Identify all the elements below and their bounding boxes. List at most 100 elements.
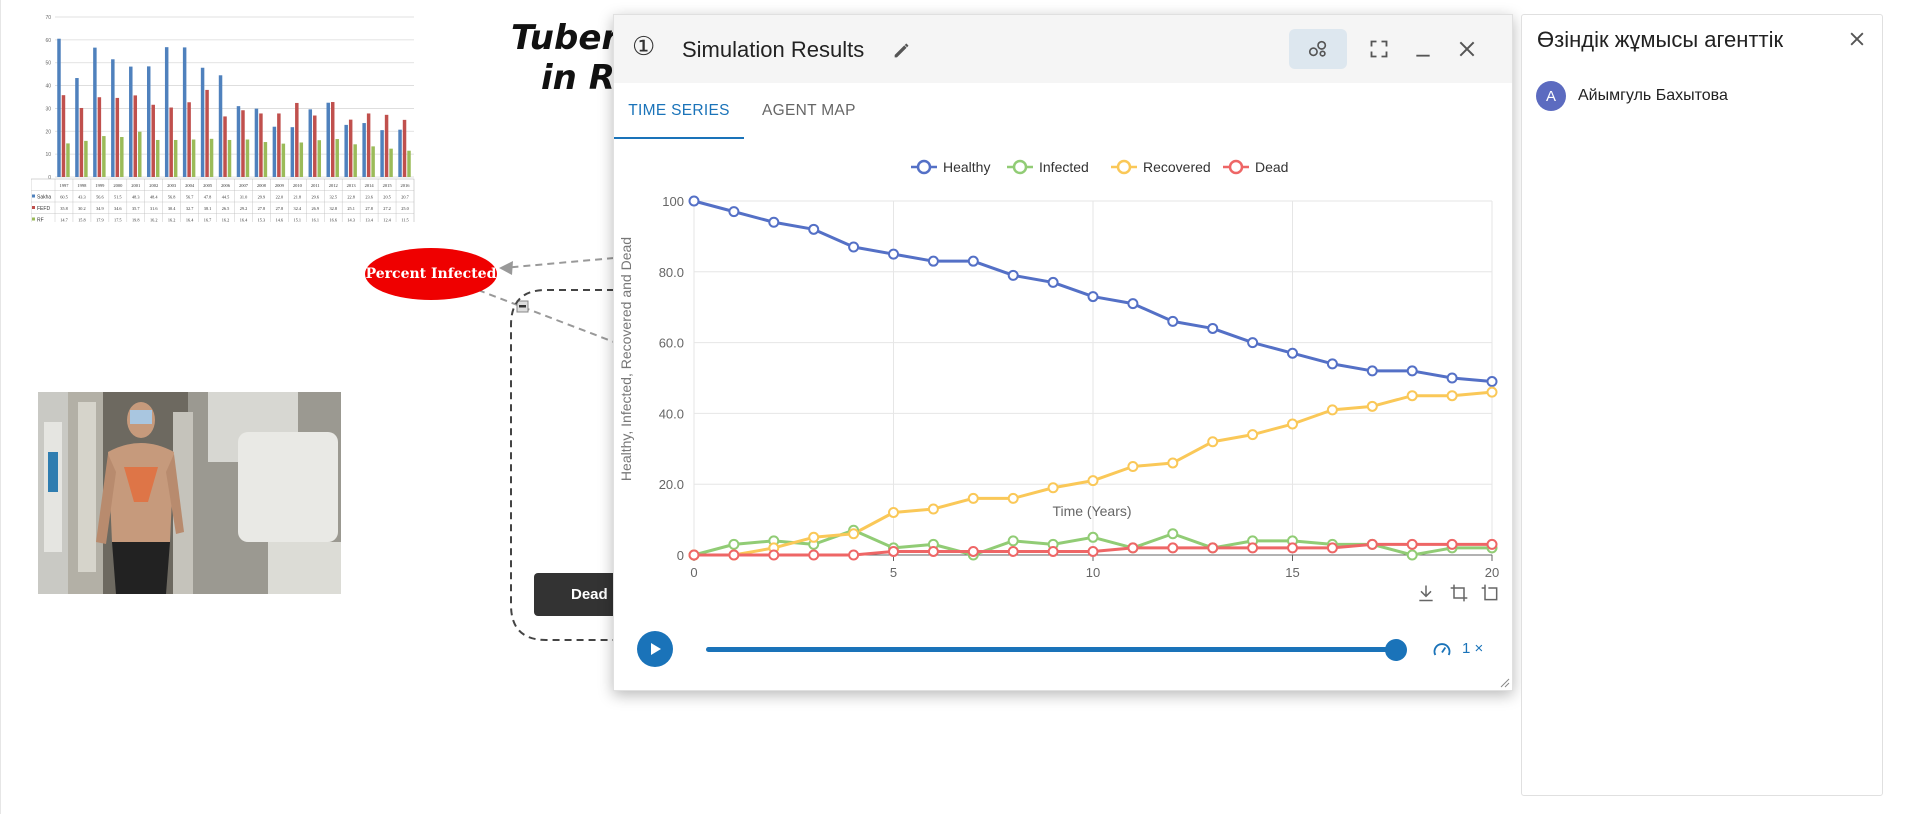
data-point-recovered[interactable]	[1326, 404, 1338, 416]
data-point-recovered[interactable]	[1486, 386, 1498, 398]
window-header[interactable]: ① Simulation Results	[614, 15, 1512, 83]
data-point-healthy[interactable]	[1446, 372, 1458, 384]
chart-legend: Healthy Infected Recovered Dead	[911, 159, 1288, 175]
legend-item-healthy[interactable]: Healthy	[911, 159, 990, 175]
data-point-dead[interactable]	[1446, 538, 1458, 550]
data-point-recovered[interactable]	[1047, 482, 1059, 494]
speed-label[interactable]: 1 ×	[1462, 640, 1484, 657]
agents-toggle-button[interactable]	[1289, 29, 1347, 69]
pencil-icon[interactable]	[891, 39, 913, 61]
data-point-healthy[interactable]	[1087, 291, 1099, 303]
data-point-healthy[interactable]	[927, 255, 939, 267]
mini-year-label: 2015	[383, 183, 393, 188]
download-icon[interactable]	[1416, 583, 1436, 603]
data-point-dead[interactable]	[728, 549, 740, 561]
data-point-dead[interactable]	[1326, 542, 1338, 554]
data-point-recovered[interactable]	[848, 528, 860, 540]
data-point-recovered[interactable]	[888, 507, 899, 519]
mini-table-value: 11.5	[401, 218, 408, 223]
data-point-recovered[interactable]	[1406, 390, 1418, 402]
data-point-healthy[interactable]	[1127, 298, 1139, 310]
data-point-healthy[interactable]	[1366, 365, 1378, 377]
data-point-dead[interactable]	[1087, 545, 1099, 557]
data-point-recovered[interactable]	[1366, 400, 1378, 412]
fullscreen-icon[interactable]	[1369, 39, 1389, 59]
data-point-dead[interactable]	[808, 549, 820, 561]
data-point-healthy[interactable]	[808, 223, 820, 235]
percent-infected-node[interactable]: Percent Infected	[365, 248, 497, 300]
data-point-dead[interactable]	[1127, 542, 1139, 554]
mini-table-value: 29.2	[240, 206, 248, 211]
mini-y-tick-label: 20	[45, 129, 51, 135]
data-point-infected[interactable]	[1167, 528, 1179, 540]
data-point-recovered[interactable]	[1007, 492, 1019, 504]
data-point-healthy[interactable]	[1486, 376, 1498, 388]
legend-item-dead[interactable]: Dead	[1223, 159, 1288, 175]
data-point-healthy[interactable]	[1406, 365, 1418, 377]
data-point-healthy[interactable]	[688, 195, 700, 207]
data-point-healthy[interactable]	[967, 255, 979, 267]
mini-year-label: 1998	[77, 183, 87, 188]
zoom-reset-icon[interactable]	[1480, 583, 1500, 603]
data-point-recovered[interactable]	[967, 492, 979, 504]
data-point-dead[interactable]	[688, 549, 700, 561]
data-point-dead[interactable]	[1406, 538, 1418, 550]
data-point-dead[interactable]	[768, 549, 780, 561]
data-point-dead[interactable]	[848, 549, 860, 561]
window-number-badge: ①	[632, 31, 656, 61]
data-point-healthy[interactable]	[768, 216, 780, 228]
data-point-dead[interactable]	[1486, 538, 1498, 550]
data-point-dead[interactable]	[1247, 542, 1259, 554]
data-point-healthy[interactable]	[1207, 322, 1219, 334]
data-point-recovered[interactable]	[808, 531, 820, 543]
data-point-dead[interactable]	[1007, 545, 1019, 557]
data-point-healthy[interactable]	[1247, 337, 1259, 349]
data-point-recovered[interactable]	[1207, 436, 1219, 448]
data-point-recovered[interactable]	[1247, 429, 1259, 441]
minimize-icon[interactable]	[1413, 39, 1433, 59]
data-point-dead[interactable]	[1287, 542, 1298, 554]
data-point-infected[interactable]	[1406, 549, 1418, 561]
playback-slider-track[interactable]	[706, 647, 1396, 652]
data-point-recovered[interactable]	[1446, 390, 1458, 402]
close-icon[interactable]	[1457, 39, 1477, 59]
data-point-recovered[interactable]	[1167, 457, 1179, 469]
legend-item-infected[interactable]: Infected	[1007, 159, 1089, 175]
mini-bar-rf	[371, 146, 375, 177]
data-point-dead[interactable]	[967, 545, 979, 557]
data-point-healthy[interactable]	[1047, 276, 1059, 288]
data-point-dead[interactable]	[927, 545, 939, 557]
tab-agent-map[interactable]: AGENT MAP	[762, 102, 856, 119]
mini-bar-fefd	[366, 113, 371, 177]
playback-slider-thumb[interactable]	[1385, 639, 1407, 661]
tab-time-series[interactable]: TIME SERIES	[614, 83, 744, 139]
data-point-recovered[interactable]	[927, 503, 939, 515]
zoom-select-icon[interactable]	[1449, 583, 1469, 603]
data-point-healthy[interactable]	[888, 248, 899, 260]
data-point-infected[interactable]	[1007, 535, 1019, 547]
data-point-dead[interactable]	[1207, 542, 1219, 554]
data-point-healthy[interactable]	[1007, 269, 1019, 281]
data-point-recovered[interactable]	[1287, 418, 1298, 430]
data-point-dead[interactable]	[1167, 542, 1179, 554]
mini-table-value: 47.8	[204, 195, 212, 200]
member-list-item[interactable]: А Айымгуль Бахытова	[1536, 81, 1728, 111]
legend-item-recovered[interactable]: Recovered	[1111, 159, 1211, 175]
data-point-infected[interactable]	[728, 538, 740, 550]
data-point-dead[interactable]	[1366, 538, 1378, 550]
speedometer-icon[interactable]	[1432, 640, 1452, 660]
close-icon[interactable]	[1847, 29, 1867, 49]
data-point-healthy[interactable]	[1287, 347, 1298, 359]
data-point-recovered[interactable]	[1087, 475, 1099, 487]
resize-handle-icon[interactable]	[1500, 678, 1510, 688]
mini-bar-fefd	[61, 95, 66, 177]
data-point-infected[interactable]	[1087, 531, 1099, 543]
data-point-healthy[interactable]	[848, 241, 860, 253]
data-point-dead[interactable]	[1047, 545, 1059, 557]
data-point-dead[interactable]	[888, 545, 899, 557]
data-point-recovered[interactable]	[1127, 461, 1139, 472]
data-point-healthy[interactable]	[1326, 358, 1338, 370]
data-point-healthy[interactable]	[1167, 315, 1179, 327]
data-point-healthy[interactable]	[728, 206, 740, 218]
play-button[interactable]	[637, 631, 673, 667]
